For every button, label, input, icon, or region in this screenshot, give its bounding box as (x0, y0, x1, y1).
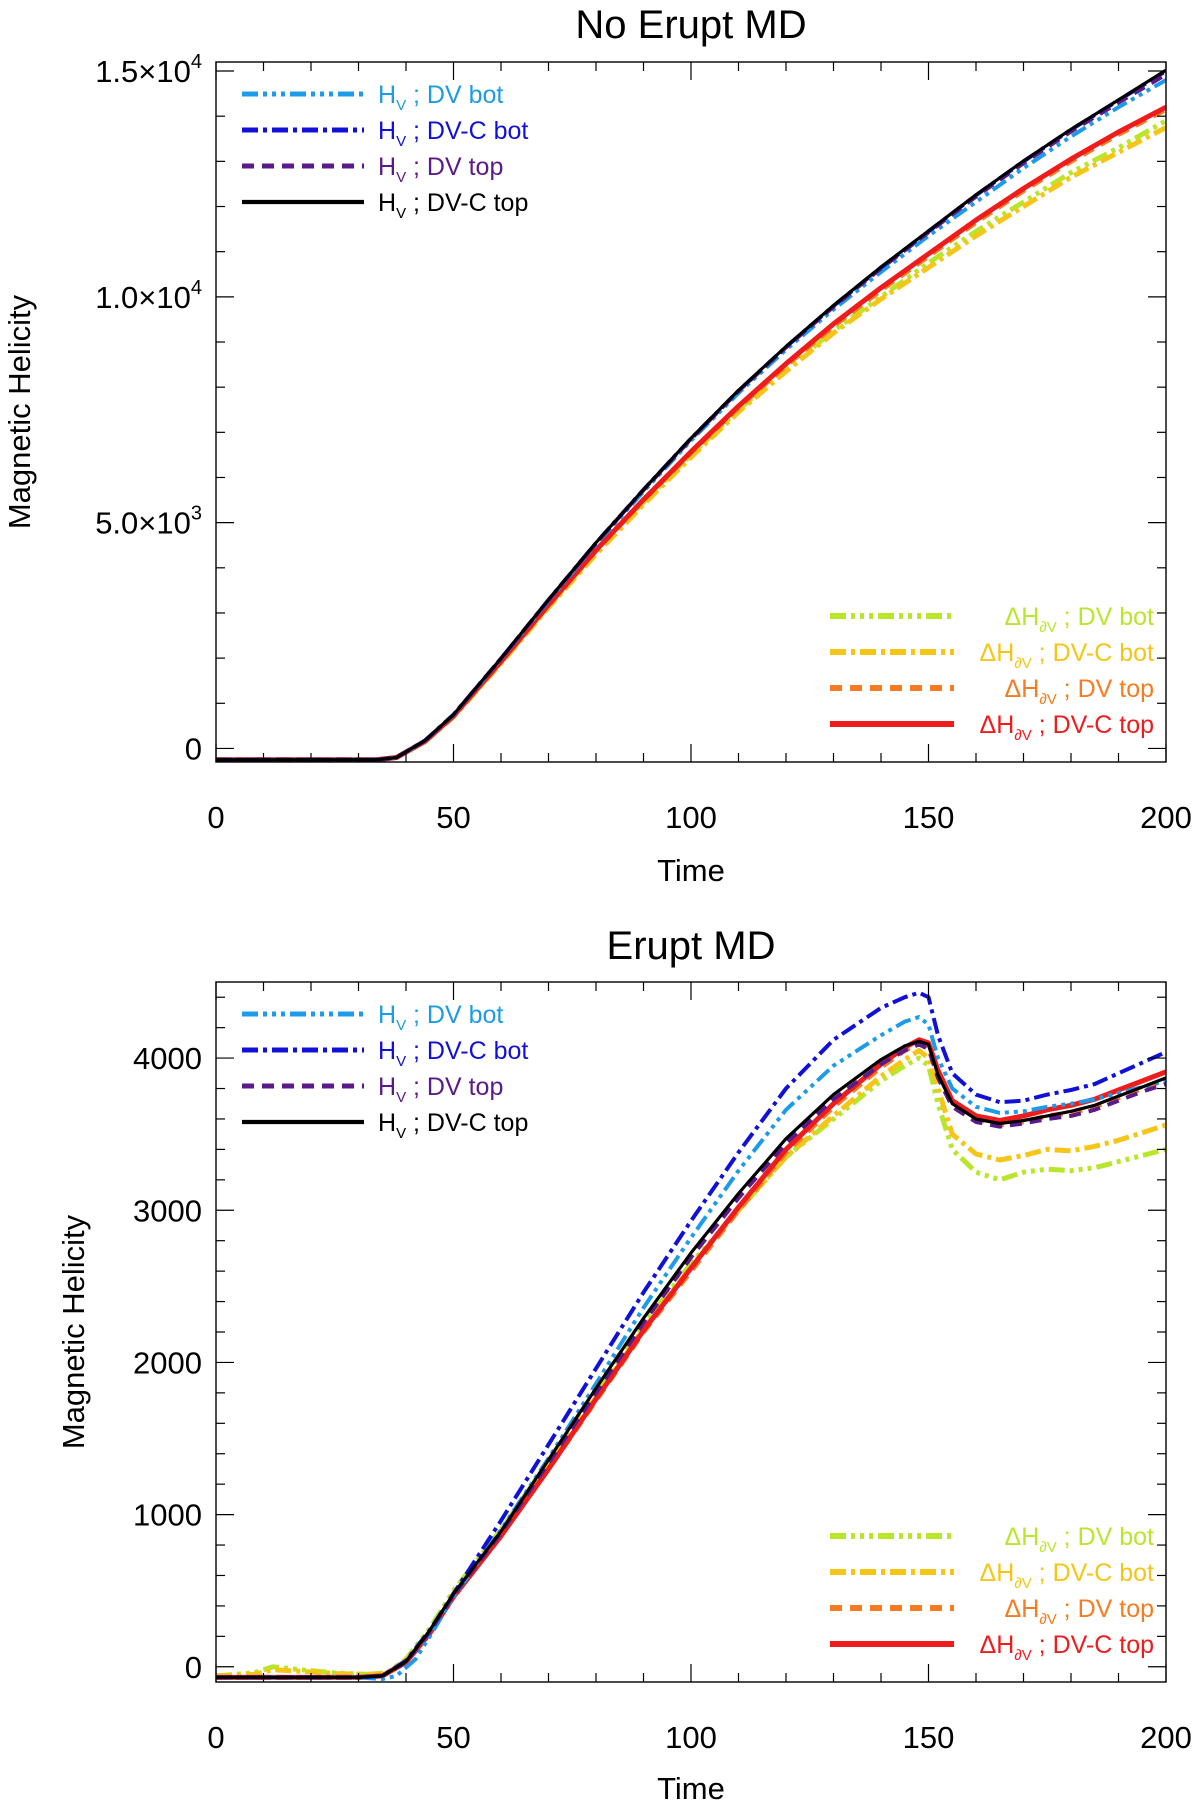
y-axis-title: Magnetic Helicity (56, 1214, 91, 1449)
y-tick-label: 4000 (133, 1041, 202, 1076)
y-tick-label: 5.0×103 (95, 503, 202, 541)
y-axis-title: Magnetic Helicity (2, 294, 37, 529)
x-axis-title: Time (657, 1771, 725, 1806)
y-tick-exponent: 4 (191, 51, 202, 73)
legend-label: ΔH∂V ; DV top (1005, 675, 1154, 708)
y-tick-label: 0 (185, 1650, 202, 1685)
y-tick-label: 2000 (133, 1345, 202, 1380)
y-tick-label: 1000 (133, 1498, 202, 1533)
series-line-hv_dv_bot (216, 1015, 1166, 1681)
legend-label: ΔH∂V ; DV top (1005, 1595, 1154, 1628)
x-tick-label: 150 (903, 1720, 955, 1755)
chart-title: No Erupt MD (575, 3, 806, 47)
legend-label: ΔH∂V ; DV-C top (980, 1631, 1154, 1664)
legend-entry-hv_dvc_top: HV ; DV-C top (242, 189, 528, 222)
legend-label: ΔH∂V ; DV-C bot (980, 639, 1155, 672)
legend-entry-hv_dv_top: HV ; DV top (242, 1073, 503, 1106)
y-tick-exponent: 3 (191, 503, 202, 525)
x-tick-label: 200 (1140, 800, 1192, 835)
y-tick-exponent: 4 (191, 277, 202, 299)
x-axis-title: Time (657, 853, 725, 888)
legend-label: HV ; DV bot (378, 81, 503, 114)
y-tick-label: 1.0×104 (95, 277, 202, 315)
legend-entry-hv_dv_top: HV ; DV top (242, 153, 503, 186)
legend-label: ΔH∂V ; DV-C top (980, 711, 1154, 744)
legend-label: HV ; DV-C top (378, 189, 528, 222)
legend-entry-hv_dvc_bot: HV ; DV-C bot (242, 117, 528, 150)
legend-label: HV ; DV-C top (378, 1109, 528, 1142)
series-line-hv_dvc_top (216, 68, 1166, 762)
y-tick-label: 1.5×104 (95, 51, 202, 89)
legend-label: ΔH∂V ; DV bot (1005, 603, 1155, 636)
legend-label: HV ; DV bot (378, 1001, 503, 1034)
legend-label: HV ; DV-C bot (378, 1037, 528, 1070)
legend-entry-dh_dvc_bot: ΔH∂V ; DV-C bot (830, 1559, 1154, 1592)
x-tick-label: 150 (903, 800, 955, 835)
y-tick-mantissa: 1000 (133, 1498, 202, 1533)
chart-title: Erupt MD (607, 924, 776, 968)
y-tick-mantissa: 2000 (133, 1345, 202, 1380)
legend-entry-hv_dvc_bot: HV ; DV-C bot (242, 1037, 528, 1070)
y-tick-label: 0 (185, 731, 202, 766)
legend-label: HV ; DV-C bot (378, 117, 528, 150)
legend-label: ΔH∂V ; DV-C bot (980, 1559, 1155, 1592)
legend-entry-dh_dv_bot: ΔH∂V ; DV bot (830, 1523, 1154, 1556)
y-tick-mantissa: 1.0×10 (95, 280, 191, 315)
legend-entry-hv_dvc_top: HV ; DV-C top (242, 1109, 528, 1142)
series-lines (216, 990, 1166, 1681)
x-tick-label: 0 (207, 1720, 224, 1755)
legend-entry-dh_dv_top: ΔH∂V ; DV top (830, 675, 1154, 708)
y-tick-mantissa: 1.5×10 (95, 54, 191, 89)
y-tick-label: 3000 (133, 1193, 202, 1228)
y-tick-mantissa: 0 (185, 1650, 202, 1685)
x-tick-label: 0 (207, 800, 224, 835)
legend-entry-dh_dv_bot: ΔH∂V ; DV bot (830, 603, 1154, 636)
series-line-hv_dvc_top (216, 1039, 1166, 1680)
y-tick-mantissa: 3000 (133, 1193, 202, 1228)
legend-entry-hv_dv_bot: HV ; DV bot (242, 1001, 503, 1034)
legend-entry-dh_dvc_top: ΔH∂V ; DV-C top (830, 711, 1154, 744)
series-line-hv_dv_top (216, 1042, 1166, 1680)
legend-label: HV ; DV top (378, 153, 503, 186)
y-tick-mantissa: 0 (185, 731, 202, 766)
x-tick-label: 200 (1140, 1720, 1192, 1755)
x-tick-label: 100 (665, 800, 717, 835)
x-tick-label: 100 (665, 1720, 717, 1755)
legend-entry-dh_dvc_bot: ΔH∂V ; DV-C bot (830, 639, 1154, 672)
legend-entry-dh_dvc_top: ΔH∂V ; DV-C top (830, 1631, 1154, 1664)
y-tick-mantissa: 4000 (133, 1041, 202, 1076)
x-tick-label: 50 (436, 1720, 470, 1755)
legend-entry-dh_dv_top: ΔH∂V ; DV top (830, 1595, 1154, 1628)
legend-entry-hv_dv_bot: HV ; DV bot (242, 81, 503, 114)
legend-label: HV ; DV top (378, 1073, 503, 1106)
y-tick-mantissa: 5.0×10 (95, 506, 191, 541)
x-tick-label: 50 (436, 800, 470, 835)
series-lines (216, 68, 1166, 762)
legend-label: ΔH∂V ; DV bot (1005, 1523, 1155, 1556)
